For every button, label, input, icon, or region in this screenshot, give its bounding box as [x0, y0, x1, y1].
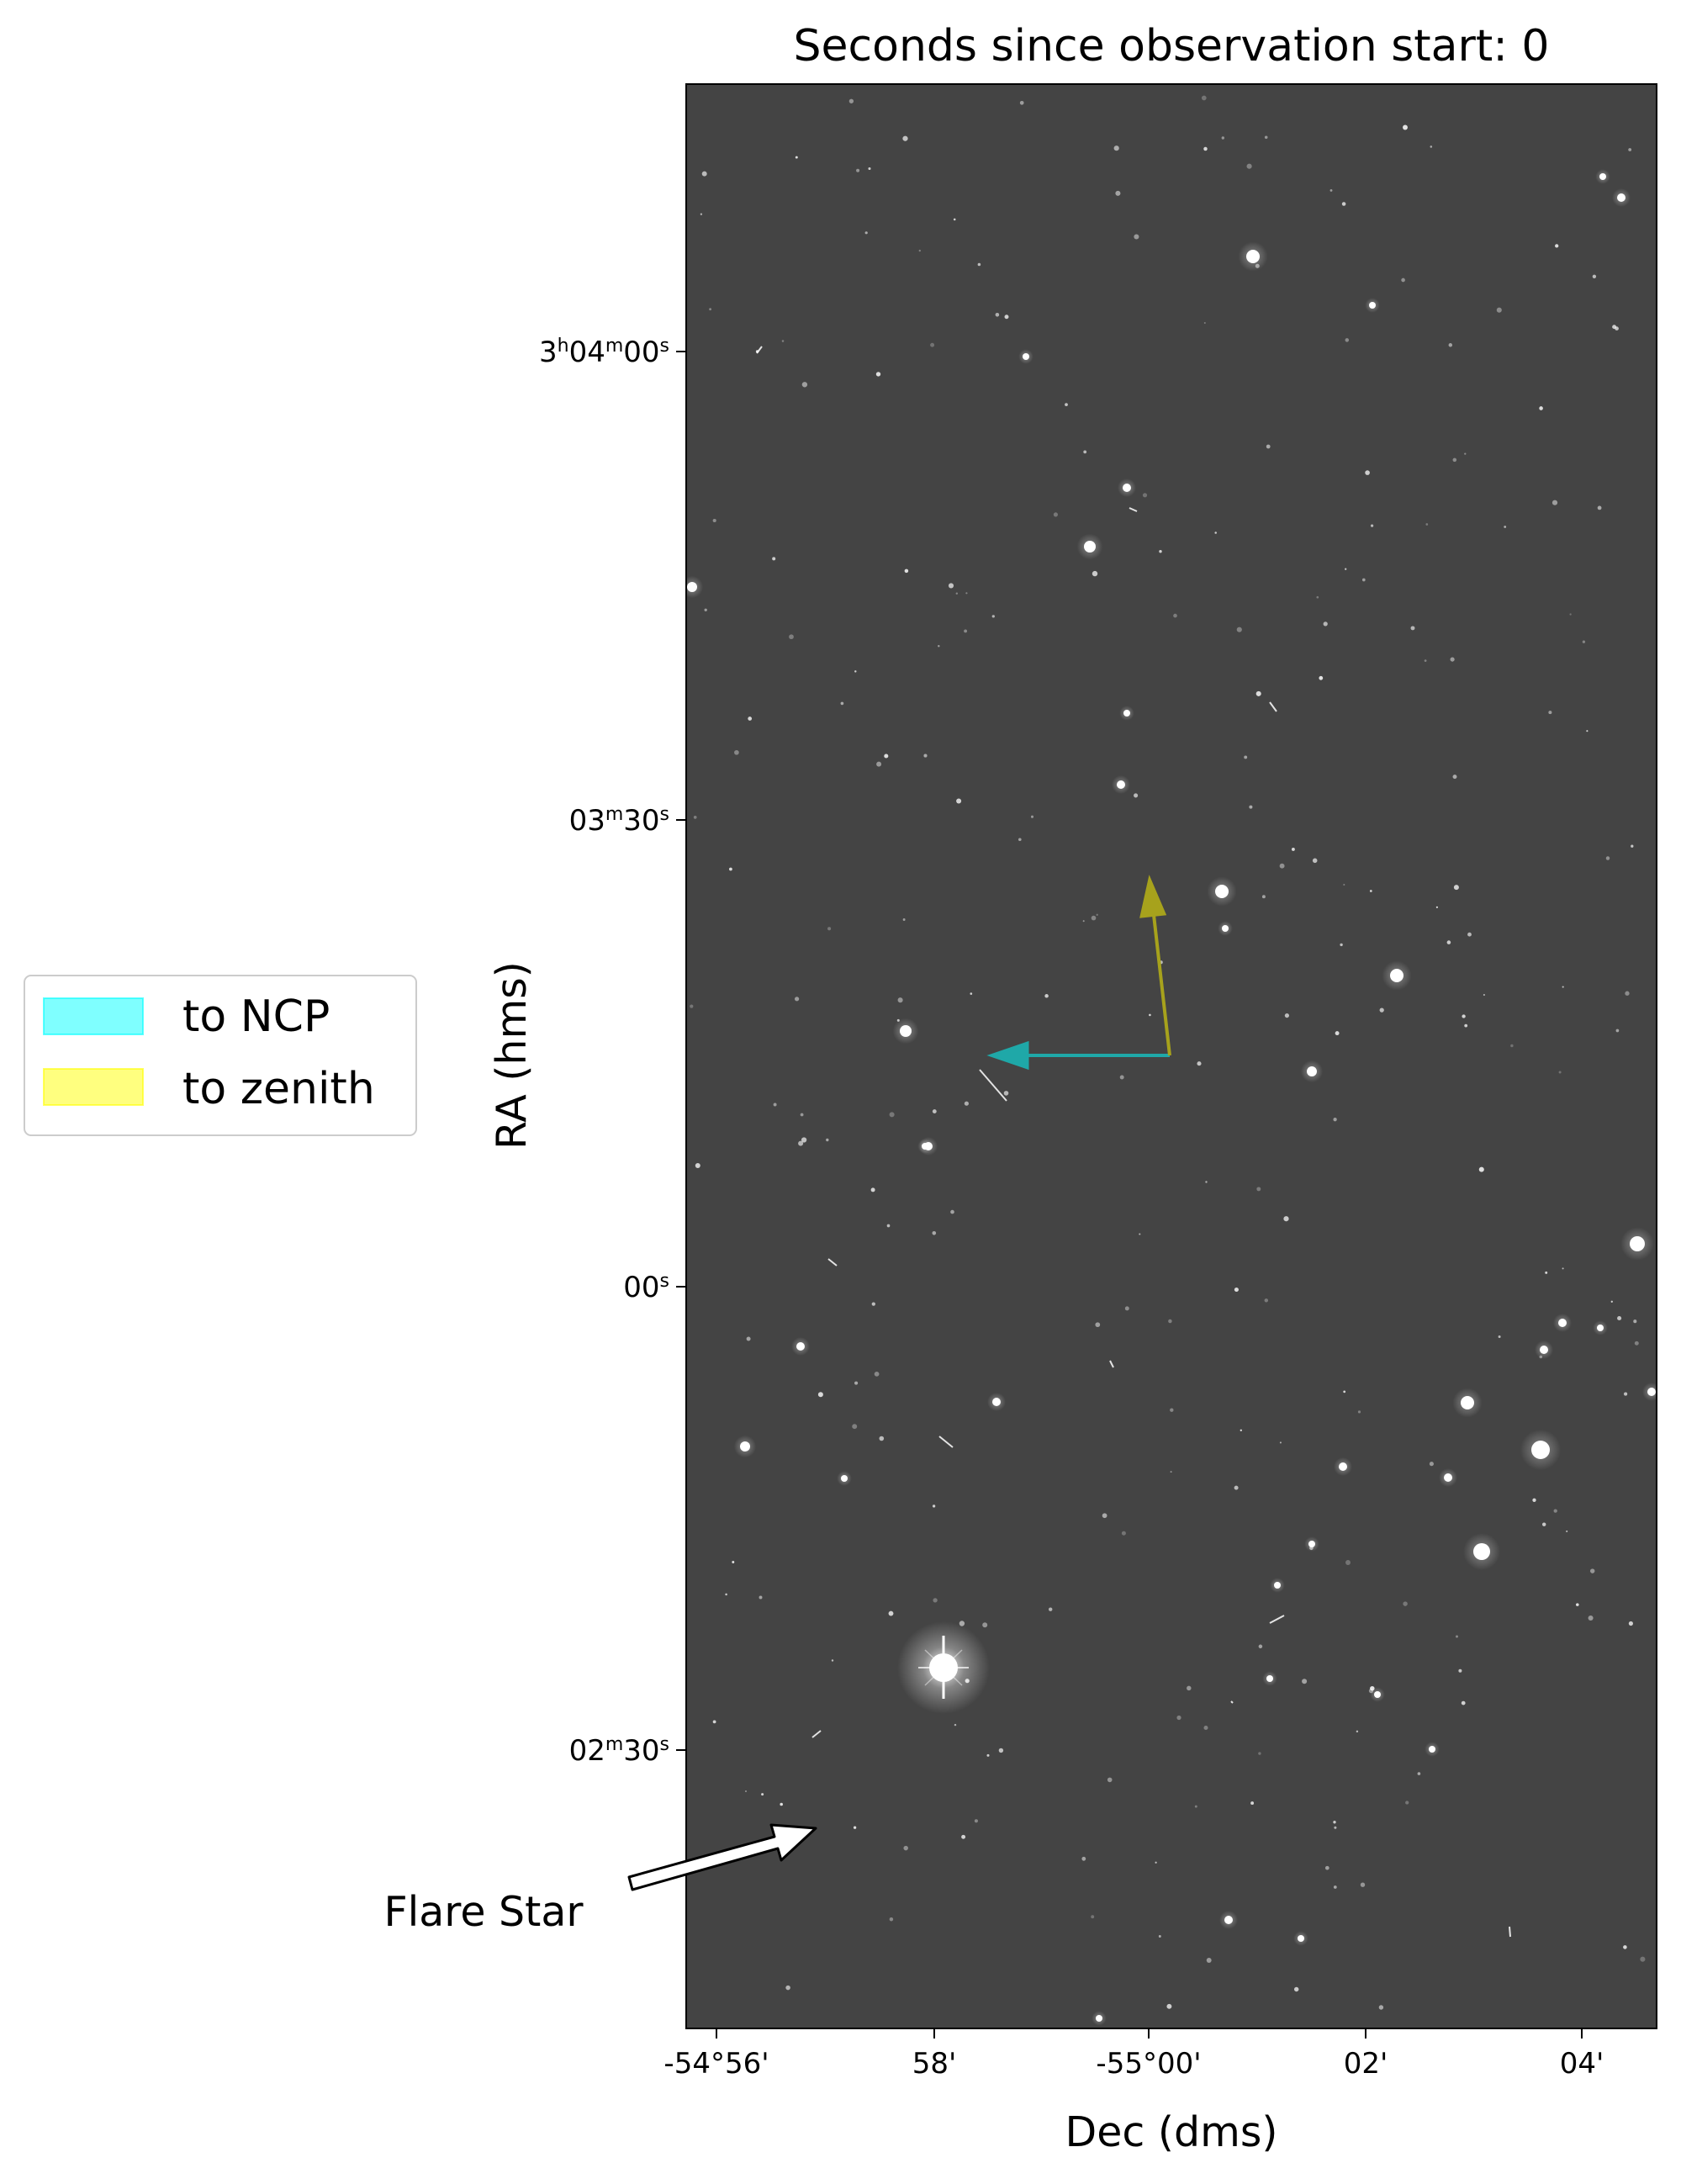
- legend-item-ncp: to NCP: [43, 992, 330, 1042]
- x-tick: 02': [1344, 2028, 1388, 2081]
- legend-item-zenith: to zenith: [43, 1064, 375, 1114]
- x-axis: -54°56' 58' -55°00' 02' 04': [663, 2028, 1604, 2081]
- x-tick: -55°00': [1096, 2028, 1202, 2081]
- y-tick: 3h04m00s: [539, 336, 686, 370]
- x-tick-label: 04': [1560, 2047, 1604, 2081]
- legend-label-zenith: to zenith: [182, 1064, 375, 1114]
- image-background: [686, 84, 1657, 2028]
- axes-frame: [685, 83, 1657, 2029]
- x-tick-label: 02': [1344, 2047, 1388, 2081]
- y-tick-label: 00s: [623, 1271, 669, 1305]
- legend-swatch-ncp: [43, 997, 144, 1035]
- y-tick: 02m30s: [569, 1734, 686, 1769]
- flare-star-arrow: [627, 1823, 817, 1891]
- bright-star: [897, 1621, 990, 1714]
- legend: to NCP to zenith: [24, 975, 417, 1136]
- y-tick-label: 3h04m00s: [539, 336, 669, 370]
- y-tick-label: 03m30s: [569, 804, 669, 838]
- x-tick: 58': [912, 2028, 957, 2081]
- legend-label-ncp: to NCP: [182, 992, 330, 1042]
- flare-star-annotation: Flare Star: [383, 1823, 817, 1936]
- legend-swatch-zenith: [43, 1068, 144, 1106]
- x-tick-label: 58': [912, 2047, 957, 2081]
- x-tick: 04': [1560, 2028, 1604, 2081]
- y-axis: 3h04m00s 03m30s 00s 02m30s: [539, 336, 686, 1769]
- y-axis-label: RA (hms): [488, 961, 536, 1150]
- x-tick-label: -54°56': [663, 2047, 769, 2081]
- flare-star-label: Flare Star: [383, 1888, 584, 1936]
- star-field: [686, 95, 1657, 2026]
- y-tick: 03m30s: [569, 804, 686, 838]
- zenith-arrow: [1139, 875, 1171, 1056]
- plot-title: Seconds since observation start: 0: [794, 21, 1550, 71]
- sky-image: [685, 83, 1657, 2029]
- ncp-arrow: [986, 1040, 1170, 1071]
- y-tick-label: 02m30s: [569, 1734, 669, 1769]
- x-axis-label: Dec (dms): [1065, 2108, 1278, 2156]
- x-tick: -54°56': [663, 2028, 769, 2081]
- y-tick: 00s: [623, 1271, 686, 1305]
- x-tick-label: -55°00': [1096, 2047, 1201, 2081]
